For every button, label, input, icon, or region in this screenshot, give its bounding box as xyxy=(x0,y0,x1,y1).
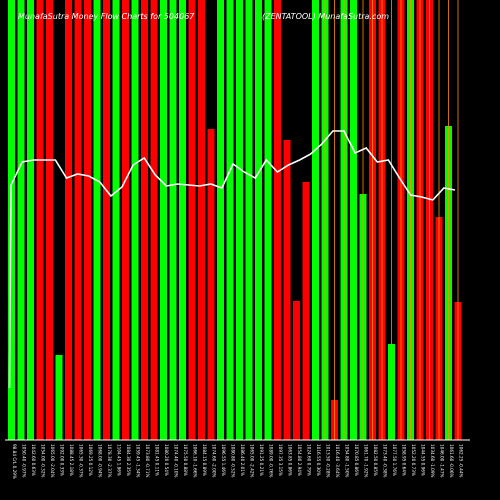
x-tick-label-36: 1070.85 0.86% xyxy=(354,444,359,476)
x-tick-label-27: 1089.00 -0.76% xyxy=(269,444,274,477)
x-tick-label-45: 1046.00 -1.47% xyxy=(440,444,445,477)
line-layer xyxy=(8,130,456,389)
bar-9 xyxy=(93,0,101,440)
x-tick-label-6: 1088.45 2.18% xyxy=(69,444,74,476)
bar-22 xyxy=(217,0,224,440)
x-tick-label-18: 1075.50 0.88% xyxy=(183,444,188,476)
bar-6 xyxy=(65,0,72,440)
x-tick-label-29: 1063.85 0.86% xyxy=(288,444,293,476)
x-tick-label-42: 1052.20 0.73% xyxy=(411,444,416,476)
bar-5 xyxy=(55,355,63,440)
x-tick-label-9: 1068.00 -0.94% xyxy=(98,444,103,477)
x-tick-label-7: 1065.30 -0.37% xyxy=(79,444,84,477)
x-tick-label-31: 1024.60 0.79% xyxy=(307,444,312,476)
x-tick-label-2: 1042.60 0.63% xyxy=(31,444,36,476)
x-tick-label-26: 1091.25 0.21% xyxy=(259,444,264,476)
x-tick-label-23: 1080.80 -0.52% xyxy=(231,444,236,477)
x-tick-label-32: 1016.55 0.30% xyxy=(316,444,321,476)
x-tick-label-3: 1054.00 -0.32% xyxy=(41,444,46,477)
x-tick-label-25: 1065.00 -2.42% xyxy=(250,444,255,477)
x-tick-label-38: 1082.50 0.85% xyxy=(373,444,378,476)
x-tick-label-22: 1096.55 1.46% xyxy=(221,444,226,476)
bar-27 xyxy=(264,0,272,440)
bar-30 xyxy=(293,301,300,440)
bar-17 xyxy=(169,0,177,440)
bar-13 xyxy=(131,0,139,440)
bar-19 xyxy=(188,0,196,440)
x-tick-label-1: 1050.40 -0.97% xyxy=(22,444,27,477)
bar-20 xyxy=(198,0,205,440)
x-tick-label-8: 1069.25 0.12% xyxy=(88,444,93,476)
x-tick-label-19: 1066.10 -1.66% xyxy=(193,444,198,477)
x-tick-label-11: 1104.45 1.86% xyxy=(117,444,122,476)
x-tick-label-44: 1034.60 -1.09% xyxy=(430,444,435,477)
x-tick-label-28: 1097.35 3.15% xyxy=(278,444,283,476)
bar-23 xyxy=(226,0,234,440)
x-tick-label-34: 1016.40 -3.64% xyxy=(335,444,340,477)
bar-26 xyxy=(255,0,262,440)
x-tick-label-30: 1054.80 2.94% xyxy=(297,444,302,476)
bar-16 xyxy=(160,0,167,440)
bar-10 xyxy=(103,0,110,440)
bar-21 xyxy=(207,129,215,440)
bar-11 xyxy=(112,0,120,440)
bar-3 xyxy=(36,0,44,440)
bar-1 xyxy=(17,0,25,440)
bar-24 xyxy=(236,0,243,440)
chart-title-right: (ZENTATOOL) MunafaSutra.com xyxy=(262,12,389,21)
x-tick-label-41: 1058.95 0.64% xyxy=(402,444,407,476)
x-tick-label-40: 1077.50 1.76% xyxy=(392,444,397,476)
bar-8 xyxy=(84,0,91,440)
x-tick-label-0: 98.84 CrL 0.29% xyxy=(12,444,17,479)
x-tick-label-37: 1061.70 -1.92% xyxy=(364,444,369,477)
wick-layer xyxy=(324,0,459,440)
x-tick-label-4: 1065.00 -2.04% xyxy=(50,444,55,477)
x-tick-label-15: 1081.45 0.11% xyxy=(155,444,160,476)
bar-4 xyxy=(46,0,53,440)
bar-2 xyxy=(27,0,34,440)
x-tick-label-17: 1074.40 -0.10% xyxy=(174,444,179,477)
x-tick-label-46: 1061.60 -0.06% xyxy=(449,444,454,477)
x-tick-label-10: 1078.30 -2.37% xyxy=(107,444,112,477)
x-tick-label-43: 1044.55 0.96% xyxy=(421,444,426,476)
x-tick-label-20: 1084.15 0.89% xyxy=(202,444,207,476)
bar-15 xyxy=(150,0,158,440)
bar-28 xyxy=(274,0,281,440)
bar-18 xyxy=(179,0,186,440)
x-tick-label-24: 1086.40 2.01% xyxy=(240,444,245,476)
x-tick-label-35: 1054.80 -1.50% xyxy=(345,444,350,477)
bar-14 xyxy=(141,0,148,440)
x-tick-label-5: 1092.00 0.33% xyxy=(60,444,65,476)
bar-7 xyxy=(74,0,82,440)
x-tick-label-39: 1073.40 -0.38% xyxy=(383,444,388,477)
x-tick-label-21: 1074.60 -2.00% xyxy=(212,444,217,477)
x-tick-label-13: 1059.45 -1.34% xyxy=(136,444,141,477)
x-tick-label-16: 1080.20 0.54% xyxy=(164,444,169,476)
bar-29 xyxy=(283,140,291,440)
bar-32 xyxy=(312,0,319,440)
bar-12 xyxy=(122,0,129,440)
chart-title-left: MunafaSutra Money Flow Charts for 504067 xyxy=(18,12,195,21)
x-tick-label-47: 1062.25 -0.44% xyxy=(459,444,464,477)
x-labels-layer: 98.84 CrL 0.29% 1050.40 -0.97% 1042.60 0.6… xyxy=(12,444,464,479)
x-tick-label-14: 1073.80 -0.71% xyxy=(145,444,150,477)
bar-31 xyxy=(302,182,310,440)
bar-25 xyxy=(245,0,253,440)
x-tick-label-33: 1013.50 -0.28% xyxy=(326,444,331,477)
money-flow-line xyxy=(8,130,456,389)
x-tick-label-12: 1084.30 2.35% xyxy=(126,444,131,476)
